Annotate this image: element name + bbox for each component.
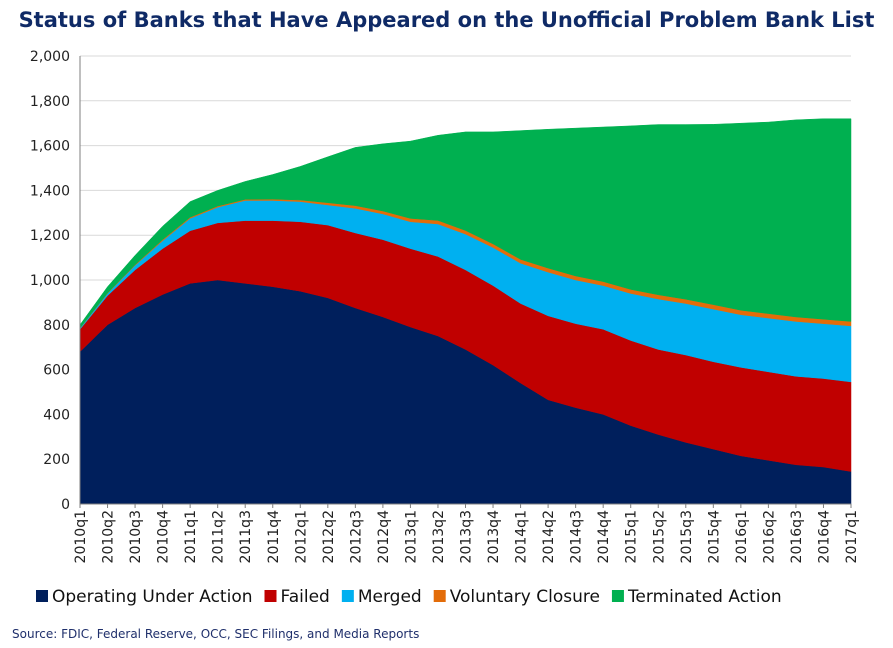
legend: Operating Under Action Failed Merged Volunt… xyxy=(36,587,782,607)
source-note: Source: FDIC, Federal Reserve, OCC, SEC … xyxy=(12,627,420,641)
x-tick-label: 2012q2 xyxy=(321,510,337,563)
x-tick-label: 2010q4 xyxy=(156,510,172,564)
x-tick-label: 2015q4 xyxy=(706,510,722,564)
x-tick-label: 2015q1 xyxy=(624,510,640,563)
x-tick-label: 2012q3 xyxy=(348,510,364,563)
area-terminated-action xyxy=(79,118,852,329)
y-tick-label: 0 xyxy=(61,497,70,513)
areas xyxy=(79,118,852,505)
x-tick-label: 2010q1 xyxy=(73,510,89,563)
x-tick-label: 2016q1 xyxy=(734,510,750,563)
x-tick-label: 2011q3 xyxy=(238,510,254,563)
x-tick-label: 2015q2 xyxy=(651,510,667,563)
legend-label: Voluntary Closure xyxy=(450,587,600,607)
y-tick-label: 1,400 xyxy=(30,183,70,199)
chart-title: Status of Banks that Have Appeared on th… xyxy=(18,8,875,32)
x-tick-label: 2017q1 xyxy=(844,510,860,563)
y-tick-label: 1,800 xyxy=(30,94,70,110)
y-tick-label: 2,000 xyxy=(30,49,70,65)
legend-label: Merged xyxy=(358,587,422,607)
x-tick-label: 2016q4 xyxy=(816,510,832,564)
x-tick-label: 2015q3 xyxy=(679,510,695,563)
y-tick-label: 1,600 xyxy=(30,139,70,155)
legend-label: Failed xyxy=(281,587,330,607)
legend-swatch xyxy=(264,590,277,602)
x-tick-label: 2011q1 xyxy=(183,510,199,563)
x-tick-label: 2014q3 xyxy=(569,510,585,563)
y-tick-label: 200 xyxy=(43,452,70,468)
x-tick-label: 2013q4 xyxy=(486,510,502,564)
legend-swatch xyxy=(36,590,48,602)
x-tick-label: 2012q4 xyxy=(376,510,392,564)
x-tick-label: 2013q1 xyxy=(403,510,419,563)
x-tick-labels: 2010q1 2010q2 2010q3 2010q4 2011q1 2011q2 2011… xyxy=(73,504,860,563)
y-tick-label: 600 xyxy=(43,363,70,379)
x-tick-label: 2011q2 xyxy=(211,510,227,563)
x-tick-label: 2010q2 xyxy=(101,510,117,563)
y-tick-label: 1,200 xyxy=(30,228,70,244)
x-tick-label: 2016q3 xyxy=(789,510,805,563)
y-tick-label: 1,000 xyxy=(30,273,70,289)
x-tick-label: 2014q1 xyxy=(514,510,530,563)
y-tick-label: 400 xyxy=(43,407,70,423)
legend-label: Terminated Action xyxy=(627,587,782,607)
y-tick-labels: 0 200 400 600 800 1,000 1,200 1,400 1,600 1,800 2,… xyxy=(30,49,70,513)
x-tick-label: 2010q3 xyxy=(128,510,144,563)
legend-swatch xyxy=(433,590,446,602)
x-tick-label: 2014q4 xyxy=(596,510,612,564)
legend-label: Operating Under Action xyxy=(52,587,253,607)
legend-swatch xyxy=(341,590,354,602)
y-tick-label: 800 xyxy=(43,318,70,334)
x-tick-label: 2011q4 xyxy=(266,510,282,564)
x-tick-label: 2016q2 xyxy=(761,510,777,563)
x-tick-label: 2012q1 xyxy=(293,510,309,563)
legend-swatch xyxy=(611,590,624,602)
x-tick-label: 2014q2 xyxy=(541,510,557,563)
x-tick-label: 2013q3 xyxy=(459,510,475,563)
x-tick-label: 2013q2 xyxy=(431,510,447,563)
